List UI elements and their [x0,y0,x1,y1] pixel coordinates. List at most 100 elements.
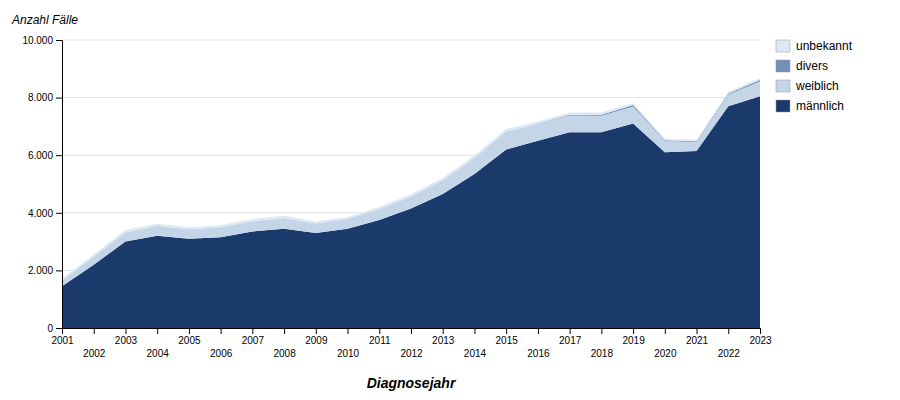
x-tick: 2009 [305,328,328,346]
area [62,80,760,280]
legend-swatch [776,100,790,112]
x-tick: 2004 [147,328,170,359]
legend-label: unbekannt [796,39,853,53]
grid-line [62,40,760,41]
x-tick: 2001 [51,328,74,346]
x-tick-mark [411,328,412,334]
legend-label: divers [796,59,828,73]
x-tick-label: 2003 [115,335,138,346]
legend-swatch [776,80,790,92]
x-tick-mark [157,328,158,334]
plot: 2001 2002 2003 2004 2005 2006 2007 2008 2009 2010… [22,35,772,359]
y-axis-title: Anzahl Fälle [11,13,78,27]
y-tick-mark [56,155,62,156]
legend-item: unbekannt [776,39,853,53]
y-tick: 4.000 [28,208,62,219]
legend-item: divers [776,59,828,73]
x-tick-mark [443,328,444,334]
x-tick: 2022 [718,328,741,359]
x-tick-label: 2023 [749,335,772,346]
x-tick: 2019 [622,328,645,346]
x-tick: 2018 [591,328,614,359]
x-tick-label: 2001 [51,335,74,346]
x-tick-mark [760,328,761,334]
x-tick: 2014 [464,328,487,359]
area [62,78,760,280]
x-tick-label: 2010 [337,348,360,359]
x-tick: 2005 [178,328,201,346]
x-tick-label: 2011 [369,335,391,346]
x-tick-label: 2002 [83,348,106,359]
x-tick-mark [506,328,507,334]
x-tick: 2012 [400,328,423,359]
x-tick-mark [633,328,634,334]
x-tick: 2021 [686,328,709,346]
x-tick: 2023 [749,328,772,346]
x-tick: 2011 [369,328,391,346]
x-tick-mark [697,328,698,334]
x-tick: 2020 [654,328,677,359]
x-tick: 2007 [242,328,265,346]
y-tick-mark [56,98,62,99]
y-tick: 10.000 [22,35,62,46]
y-tick-mark [56,270,62,271]
x-tick: 2010 [337,328,360,359]
x-axis-line [63,329,761,335]
y-tick-label: 0 [47,323,53,334]
y-tick-mark [56,213,62,214]
x-tick-mark [379,328,380,334]
legend-label: weiblich [795,79,839,93]
x-tick-label: 2013 [432,335,455,346]
y-tick-mark [56,40,62,41]
x-tick: 2002 [83,328,106,359]
x-tick-mark [538,328,539,334]
area [62,81,760,286]
x-tick-mark [570,328,571,334]
y-tick: 8.000 [28,92,62,103]
x-tick: 2015 [496,328,519,346]
x-tick-label: 2012 [400,348,423,359]
x-tick-mark [221,328,222,334]
x-axis-title: Diagnosejahr [367,375,457,391]
legend-item: weiblich [776,79,839,93]
x-tick-label: 2021 [686,335,709,346]
x-tick: 2006 [210,328,233,359]
x-tick-label: 2006 [210,348,233,359]
x-tick-label: 2016 [527,348,550,359]
legend-item: männlich [776,99,844,113]
x-tick-label: 2022 [718,348,741,359]
x-tick-label: 2018 [591,348,614,359]
y-tick-label: 4.000 [28,208,53,219]
x-tick-mark [348,328,349,334]
x-tick-mark [474,328,475,334]
x-tick: 2016 [527,328,550,359]
y-tick-mark [56,328,62,329]
x-tick-mark [125,328,126,334]
grid-line [62,97,760,98]
legend-label: männlich [796,99,844,113]
y-tick: 6.000 [28,150,62,161]
x-tick-label: 2017 [559,335,582,346]
x-tick-label: 2004 [147,348,170,359]
x-tick-mark [665,328,666,334]
x-tick: 2013 [432,328,455,346]
chart: 2001 2002 2003 2004 2005 2006 2007 2008 2009 2010… [0,0,900,400]
x-tick-label: 2020 [654,348,677,359]
x-tick: 2017 [559,328,582,346]
y-tick-label: 2.000 [28,265,53,276]
marks [62,78,760,328]
chart-container: 2001 2002 2003 2004 2005 2006 2007 2008 2009 2010… [0,0,900,400]
x-tick-label: 2007 [242,335,265,346]
x-tick: 2008 [273,328,296,359]
x-tick: 2003 [115,328,138,346]
x-tick-mark [284,328,285,334]
y-tick: 2.000 [28,265,62,276]
y-tick-label: 10.000 [22,35,53,46]
legend-swatch [776,60,790,72]
grid [62,40,760,328]
x-tick-mark [94,328,95,334]
y-tick-label: 8.000 [28,92,53,103]
x-tick-mark [189,328,190,334]
legend-swatch [776,40,790,52]
x-tick-label: 2009 [305,335,328,346]
